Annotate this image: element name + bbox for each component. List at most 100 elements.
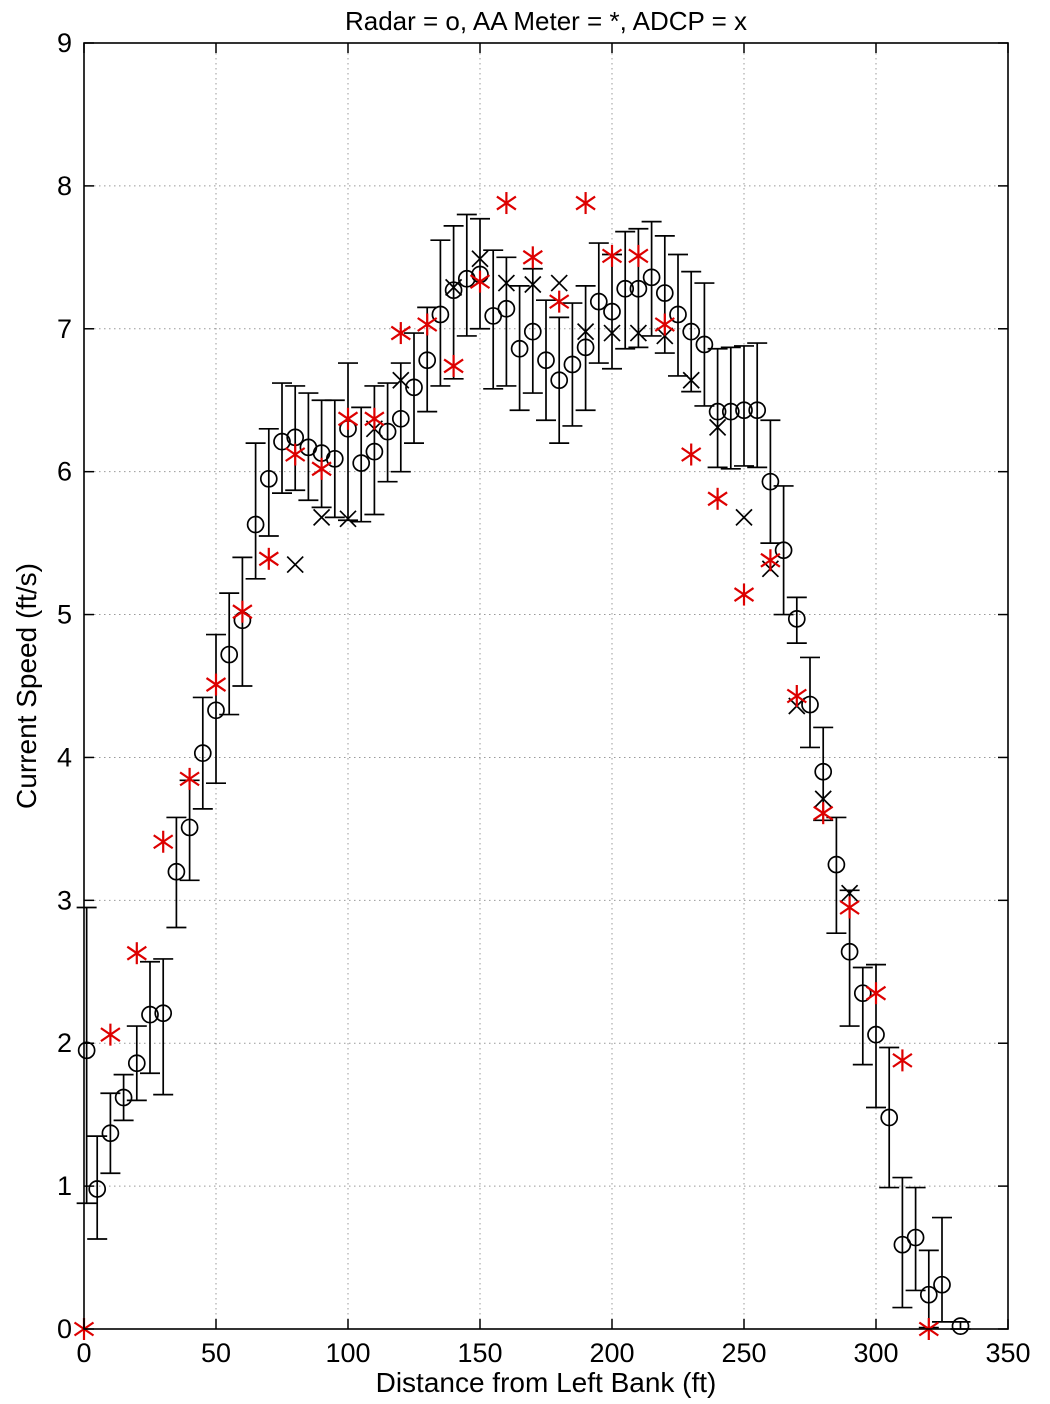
radar-point bbox=[616, 279, 635, 298]
radar-point bbox=[180, 818, 199, 837]
radar-point bbox=[431, 305, 450, 324]
adcp-point bbox=[497, 274, 516, 292]
aa-meter-point bbox=[786, 685, 807, 708]
adcp-point bbox=[339, 510, 357, 528]
aa-ray-diag2 bbox=[549, 294, 570, 310]
radar-point bbox=[840, 942, 859, 961]
radar-point bbox=[77, 1041, 96, 1060]
radar-point bbox=[787, 609, 806, 628]
aa-ray-diag2 bbox=[337, 411, 359, 427]
radar-point bbox=[708, 402, 727, 421]
radar-point bbox=[853, 984, 872, 1003]
radar-point bbox=[629, 279, 648, 298]
adcp-point bbox=[603, 324, 621, 342]
adcp-point bbox=[629, 324, 648, 342]
aa-ray-diag2 bbox=[707, 491, 728, 507]
aa-ray-diag2 bbox=[443, 358, 464, 374]
radar-point bbox=[510, 339, 529, 358]
x-tick-label: 50 bbox=[201, 1338, 231, 1368]
aa-ray-diag2 bbox=[575, 195, 596, 211]
radar-point bbox=[246, 515, 265, 534]
chart-title: Radar = o, AA Meter = *, ADCP = x bbox=[345, 6, 747, 36]
aa-meter-point bbox=[628, 244, 649, 267]
radar-point bbox=[867, 1025, 885, 1044]
aa-meter-point bbox=[232, 600, 253, 623]
radar-point bbox=[669, 305, 687, 324]
aa-meter-point bbox=[549, 290, 570, 313]
radar-point bbox=[642, 268, 661, 287]
radar-point bbox=[352, 454, 371, 472]
aa-meter-point bbox=[601, 244, 623, 267]
radar-point bbox=[273, 432, 291, 451]
aa-meter-point bbox=[364, 407, 385, 430]
adcp-point bbox=[840, 884, 859, 902]
radar-point bbox=[523, 322, 542, 341]
aa-ray-diag2 bbox=[258, 551, 279, 567]
radar-point bbox=[418, 351, 437, 370]
adcp-point bbox=[312, 508, 331, 526]
y-tick-label: 0 bbox=[57, 1314, 72, 1344]
aa-ray-diag2 bbox=[496, 195, 517, 211]
x-tick-label: 150 bbox=[457, 1338, 502, 1368]
aa-ray-diag2 bbox=[733, 587, 755, 602]
adcp-point bbox=[524, 275, 542, 294]
adcp-point bbox=[444, 278, 463, 296]
aa-meter-point bbox=[205, 673, 227, 696]
radar-point bbox=[193, 744, 212, 763]
x-tick-label: 200 bbox=[589, 1338, 634, 1368]
aa-meter-point bbox=[760, 549, 781, 572]
aa-meter-point bbox=[126, 942, 147, 965]
radar-point bbox=[325, 449, 344, 468]
aa-ray-diag2 bbox=[179, 771, 200, 787]
aa-ray-diag2 bbox=[390, 325, 411, 341]
aa-ray-diag2 bbox=[760, 552, 781, 568]
grid-layer bbox=[84, 43, 1008, 1329]
radar-point bbox=[801, 695, 819, 714]
radar-point bbox=[951, 1317, 970, 1335]
aa-meter-point bbox=[469, 270, 491, 293]
adcp-point bbox=[576, 323, 595, 341]
aa-ray-diag2 bbox=[786, 688, 807, 704]
radar-point bbox=[391, 409, 410, 428]
radar-point bbox=[827, 855, 846, 874]
aa-meter-point bbox=[892, 1049, 913, 1072]
adcp-point bbox=[392, 371, 410, 389]
aa-meter-series bbox=[73, 192, 939, 1340]
radar-point bbox=[365, 442, 384, 461]
aa-meter-point bbox=[258, 547, 279, 570]
aa-ray-diag2 bbox=[285, 447, 306, 462]
aa-meter-point bbox=[311, 457, 332, 480]
aa-meter-point bbox=[443, 354, 464, 377]
radar-point bbox=[814, 762, 833, 781]
radar-point bbox=[141, 1005, 159, 1024]
aa-ray-diag2 bbox=[865, 985, 887, 1001]
aa-meter-point bbox=[390, 322, 411, 345]
y-tick-label: 9 bbox=[57, 28, 72, 58]
radar-point bbox=[207, 701, 225, 720]
radar-point bbox=[88, 1180, 107, 1198]
aa-ray-diag2 bbox=[232, 604, 253, 620]
adcp-point bbox=[471, 250, 489, 268]
aa-meter-point bbox=[100, 1023, 121, 1046]
x-tick-label: 350 bbox=[985, 1338, 1030, 1368]
errorbar-layer bbox=[76, 213, 971, 1330]
radar-point bbox=[933, 1275, 951, 1294]
x-tick-label: 250 bbox=[721, 1338, 766, 1368]
x-tick-label: 300 bbox=[853, 1338, 898, 1368]
y-tick-label: 5 bbox=[57, 600, 72, 630]
aa-ray-diag2 bbox=[153, 834, 174, 850]
aa-ray-diag2 bbox=[601, 248, 623, 264]
x-tick-label: 0 bbox=[76, 1338, 91, 1368]
radar-point bbox=[378, 422, 397, 441]
y-tick-label: 3 bbox=[57, 885, 72, 915]
radar-point bbox=[563, 355, 582, 374]
aa-ray-diag2 bbox=[126, 945, 147, 961]
radar-point bbox=[497, 299, 516, 318]
adcp-point bbox=[814, 790, 832, 808]
adcp-point bbox=[550, 274, 568, 292]
radar-point bbox=[880, 1108, 899, 1127]
adcp-point bbox=[656, 327, 674, 345]
aa-ray-diag2 bbox=[205, 677, 227, 692]
radar-point bbox=[919, 1285, 938, 1304]
aa-meter-point bbox=[733, 583, 755, 606]
